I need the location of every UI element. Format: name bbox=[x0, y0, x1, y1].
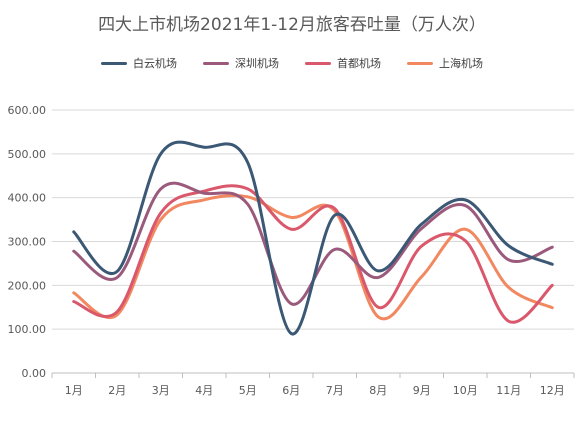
series-line-3 bbox=[72, 184, 554, 324]
y-tick-label: 500.00 bbox=[8, 148, 47, 161]
x-tick-label: 2月 bbox=[108, 384, 126, 397]
x-tick-label: 10月 bbox=[453, 384, 478, 397]
legend-swatch bbox=[203, 61, 229, 65]
x-tick-label: 3月 bbox=[152, 384, 170, 397]
legend-label: 首都机场 bbox=[337, 57, 381, 70]
legend-swatch bbox=[305, 61, 331, 65]
x-tick-label: 4月 bbox=[195, 384, 213, 397]
y-tick-label: 400.00 bbox=[8, 192, 47, 205]
series-line-4 bbox=[72, 193, 554, 321]
x-tick-label: 5月 bbox=[239, 384, 257, 397]
legend-swatch bbox=[407, 61, 433, 65]
legend-label: 白云机场 bbox=[133, 57, 177, 70]
legend-item: 首都机场 bbox=[305, 55, 381, 71]
legend-item: 白云机场 bbox=[101, 55, 177, 71]
series-line-1 bbox=[72, 140, 554, 336]
y-tick-label: 0.00 bbox=[22, 367, 47, 380]
x-tick-label: 12月 bbox=[540, 384, 565, 397]
chart-title: 四大上市机场2021年1-12月旅客吞吐量（万人次） bbox=[98, 15, 486, 35]
x-tick-label: 11月 bbox=[496, 384, 521, 397]
y-tick-label: 200.00 bbox=[8, 279, 47, 292]
x-tick-label: 1月 bbox=[65, 384, 83, 397]
series-line-2 bbox=[72, 181, 554, 306]
legend-swatch bbox=[101, 61, 127, 65]
legend-label: 上海机场 bbox=[439, 57, 483, 70]
x-tick-label: 7月 bbox=[326, 384, 344, 397]
x-tick-label: 6月 bbox=[282, 384, 300, 397]
legend-item: 上海机场 bbox=[407, 55, 483, 71]
legend-item: 深圳机场 bbox=[203, 55, 279, 71]
x-tick-label: 9月 bbox=[413, 384, 431, 397]
y-tick-label: 300.00 bbox=[8, 236, 47, 249]
legend-label: 深圳机场 bbox=[235, 57, 279, 70]
x-tick-label: 8月 bbox=[369, 384, 387, 397]
chart-legend: 白云机场 深圳机场 首都机场 上海机场 bbox=[0, 55, 584, 71]
y-tick-label: 100.00 bbox=[8, 323, 47, 336]
y-tick-label: 600.00 bbox=[8, 104, 47, 117]
